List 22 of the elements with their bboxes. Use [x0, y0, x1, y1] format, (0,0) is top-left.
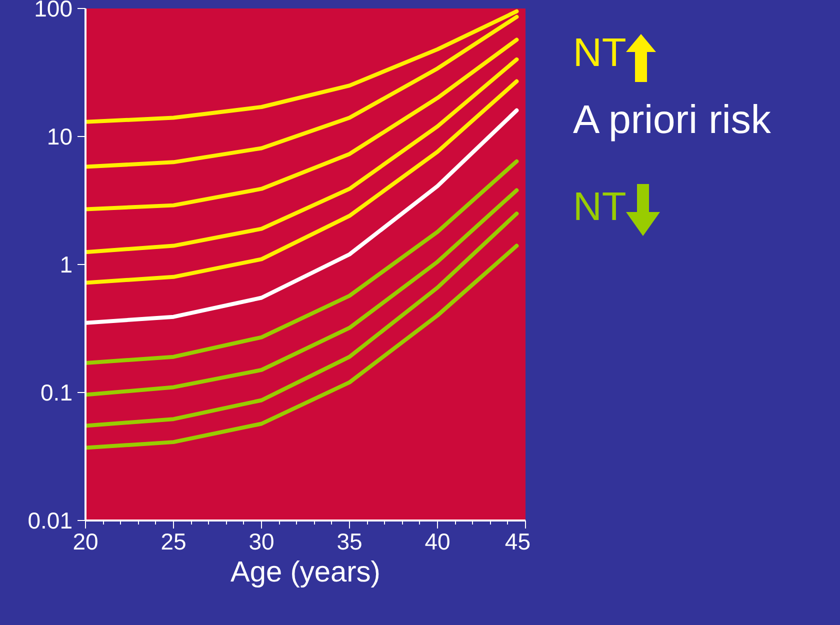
y-tick-label: 100	[34, 0, 72, 22]
line-series	[86, 212, 519, 428]
y-tick-label: 10	[46, 124, 73, 150]
x-tick-label: 45	[504, 528, 531, 554]
y-tick-label: 0.01	[28, 508, 72, 534]
line-series	[86, 57, 519, 254]
line-series	[86, 79, 519, 285]
text: A priori risk	[573, 97, 771, 144]
x-tick-label: 20	[72, 528, 98, 554]
text: NT	[573, 30, 628, 77]
x-tick-label: 40	[424, 528, 450, 554]
x-tick-label: 30	[248, 528, 274, 554]
line-series	[86, 244, 519, 450]
y-tick-label: 0.1	[40, 380, 73, 406]
x-tick-label: 35	[336, 528, 362, 554]
text: NT	[573, 184, 628, 232]
line-series	[86, 159, 519, 366]
line-series	[86, 38, 519, 212]
line-series	[86, 188, 519, 397]
y-tick-label: 1	[60, 252, 73, 278]
x-tick-label: 25	[160, 528, 186, 554]
x-axis-title: Age (years)	[230, 556, 380, 588]
